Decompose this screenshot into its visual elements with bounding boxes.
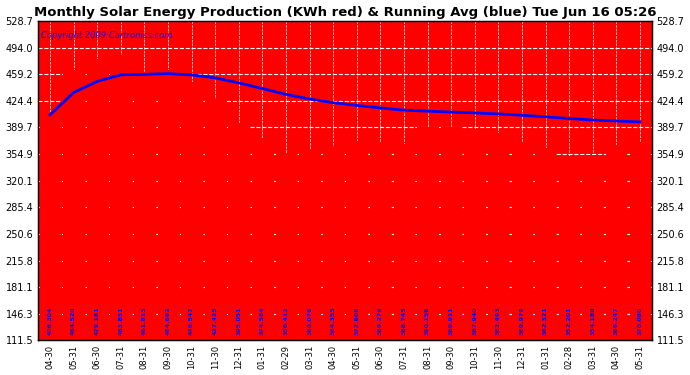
- Bar: [323, 147, 344, 375]
- Bar: [559, 156, 580, 375]
- Bar: [464, 129, 485, 375]
- Bar: [228, 123, 249, 375]
- Text: 368.745: 368.745: [402, 307, 406, 335]
- Text: 366.247: 366.247: [614, 307, 619, 335]
- Title: Monthly Solar Energy Production (KWh red) & Running Avg (blue) Tue Jun 16 05:26: Monthly Solar Energy Production (KWh red…: [34, 6, 656, 18]
- Text: 352.201: 352.201: [566, 307, 571, 335]
- Bar: [252, 139, 273, 375]
- Text: 364.355: 364.355: [331, 307, 336, 335]
- Bar: [87, 59, 108, 375]
- Text: 461.815: 461.815: [142, 307, 147, 335]
- Bar: [158, 70, 179, 375]
- Bar: [63, 70, 84, 375]
- Text: 370.080: 370.080: [638, 307, 642, 335]
- Bar: [488, 133, 509, 375]
- Text: Copyright 2009 Cartronics.com: Copyright 2009 Cartronics.com: [41, 31, 172, 40]
- Bar: [535, 148, 556, 375]
- Bar: [346, 141, 367, 375]
- Text: 389.911: 389.911: [448, 307, 453, 335]
- Text: 382.493: 382.493: [496, 307, 501, 335]
- Text: 369.979: 369.979: [520, 307, 524, 335]
- Text: 390.156: 390.156: [425, 307, 430, 335]
- Text: 372.608: 372.608: [354, 307, 359, 335]
- Text: 448.547: 448.547: [189, 307, 194, 335]
- Bar: [417, 127, 438, 375]
- Bar: [299, 150, 320, 375]
- Text: 483.851: 483.851: [119, 307, 124, 335]
- Bar: [393, 144, 415, 375]
- Text: 464.520: 464.520: [71, 307, 76, 335]
- Bar: [134, 72, 155, 375]
- Bar: [629, 142, 650, 375]
- Bar: [582, 154, 603, 375]
- Text: 406.304: 406.304: [48, 307, 52, 335]
- Text: 479.161: 479.161: [95, 307, 100, 335]
- Text: 362.321: 362.321: [543, 307, 548, 335]
- Bar: [370, 143, 391, 375]
- Text: 374.584: 374.584: [260, 307, 265, 335]
- Text: 354.180: 354.180: [590, 307, 595, 335]
- Bar: [511, 142, 532, 375]
- Bar: [110, 56, 131, 375]
- Text: 356.412: 356.412: [284, 307, 288, 335]
- Bar: [275, 153, 297, 375]
- Text: 387.940: 387.940: [472, 307, 477, 335]
- Text: 360.076: 360.076: [307, 307, 312, 335]
- Text: 395.051: 395.051: [237, 307, 241, 335]
- Bar: [40, 115, 61, 375]
- Text: 464.692: 464.692: [166, 307, 170, 335]
- Bar: [606, 146, 627, 375]
- Bar: [441, 127, 462, 375]
- Text: 427.425: 427.425: [213, 307, 218, 335]
- Bar: [205, 99, 226, 375]
- Bar: [181, 82, 202, 375]
- Text: 369.279: 369.279: [378, 307, 383, 335]
